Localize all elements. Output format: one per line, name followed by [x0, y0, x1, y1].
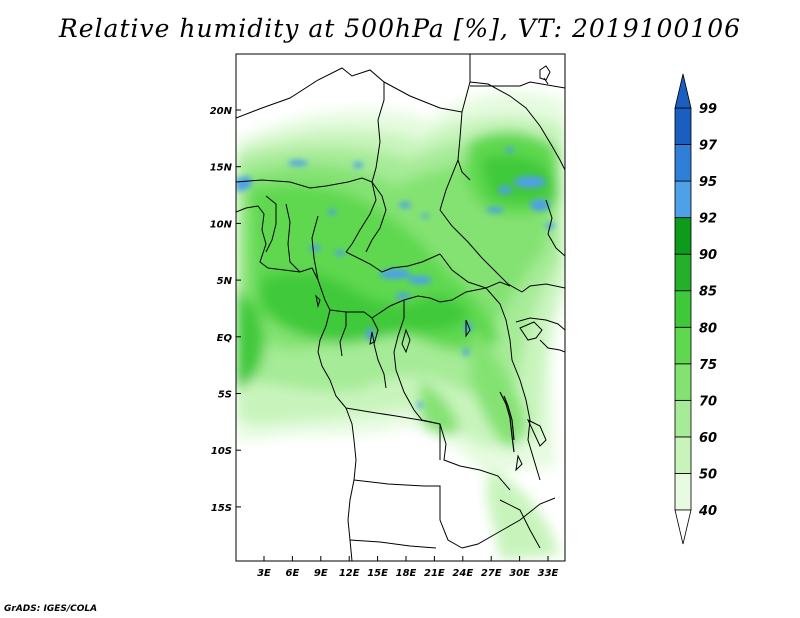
- colorbar-label: 95: [699, 175, 717, 190]
- colorbar-band: [674, 363, 692, 401]
- country-boundaries: [236, 54, 565, 561]
- colorbar-band: [674, 107, 692, 145]
- chart-title: Relative humidity at 500hPa [%], VT: 201…: [58, 14, 742, 43]
- lat-tick-label: 20N: [210, 106, 233, 117]
- lon-tick-label: 6E: [286, 568, 300, 579]
- lat-tick-label: 10N: [210, 219, 233, 230]
- colorbar-band: [674, 253, 692, 292]
- lon-tick-label: 18E: [396, 568, 417, 579]
- colorbar-band: [674, 399, 692, 438]
- colorbar-label: 60: [699, 431, 717, 446]
- humidity-field: [236, 54, 565, 561]
- lon-tick-label: 27E: [481, 568, 502, 579]
- colorbar-label: 50: [699, 467, 717, 482]
- colorbar-label: 70: [699, 394, 717, 409]
- credit-text: GrADS: IGES/COLA: [4, 604, 98, 614]
- colorbar-band: [674, 180, 692, 219]
- colorbar-label: 75: [699, 358, 717, 373]
- lat-tick-label: 5S: [218, 390, 232, 401]
- colorbar-label: 40: [698, 504, 717, 519]
- colorbar-low-arrow: [674, 509, 692, 545]
- lon-tick-label: 30E: [509, 568, 530, 579]
- colorbar-band: [674, 473, 692, 511]
- colorbar-high-arrow: [674, 73, 692, 109]
- colorbar-band: [674, 290, 692, 328]
- colorbar-label: 85: [699, 285, 717, 300]
- lon-tick-label: 3E: [257, 568, 271, 579]
- map-frame: [235, 53, 566, 562]
- colorbar: 40 50 60 70 75 80 85 90 92 95 97 99: [674, 73, 718, 545]
- colorbar-label: 97: [699, 139, 718, 154]
- lon-tick-label: 33E: [538, 568, 559, 579]
- lat-tick-label: EQ: [217, 333, 233, 344]
- lon-tick-label: 12E: [339, 568, 360, 579]
- longitude-axis: 3E 6E 9E 12E 15E 18E 21E 24E 27E 30E 33E: [257, 556, 559, 579]
- colorbar-label: 80: [699, 321, 717, 336]
- lon-tick-label: 9E: [314, 568, 328, 579]
- lon-tick-label: 24E: [452, 568, 473, 579]
- colorbar-band: [674, 144, 692, 182]
- lon-tick-label: 15E: [367, 568, 388, 579]
- lat-tick-label: 15S: [211, 503, 232, 514]
- colorbar-label: 99: [699, 102, 717, 117]
- colorbar-band: [674, 326, 692, 365]
- colorbar-label: 90: [699, 248, 717, 263]
- latitude-axis: 20N 15N 10N 5N EQ 5S 10S 15S: [210, 106, 241, 514]
- lon-tick-label: 21E: [424, 568, 445, 579]
- lat-tick-label: 5N: [217, 276, 233, 287]
- lat-tick-label: 15N: [210, 163, 233, 174]
- colorbar-band: [674, 436, 692, 474]
- lat-tick-label: 10S: [211, 446, 232, 457]
- colorbar-label: 92: [699, 212, 717, 227]
- colorbar-band: [674, 217, 692, 255]
